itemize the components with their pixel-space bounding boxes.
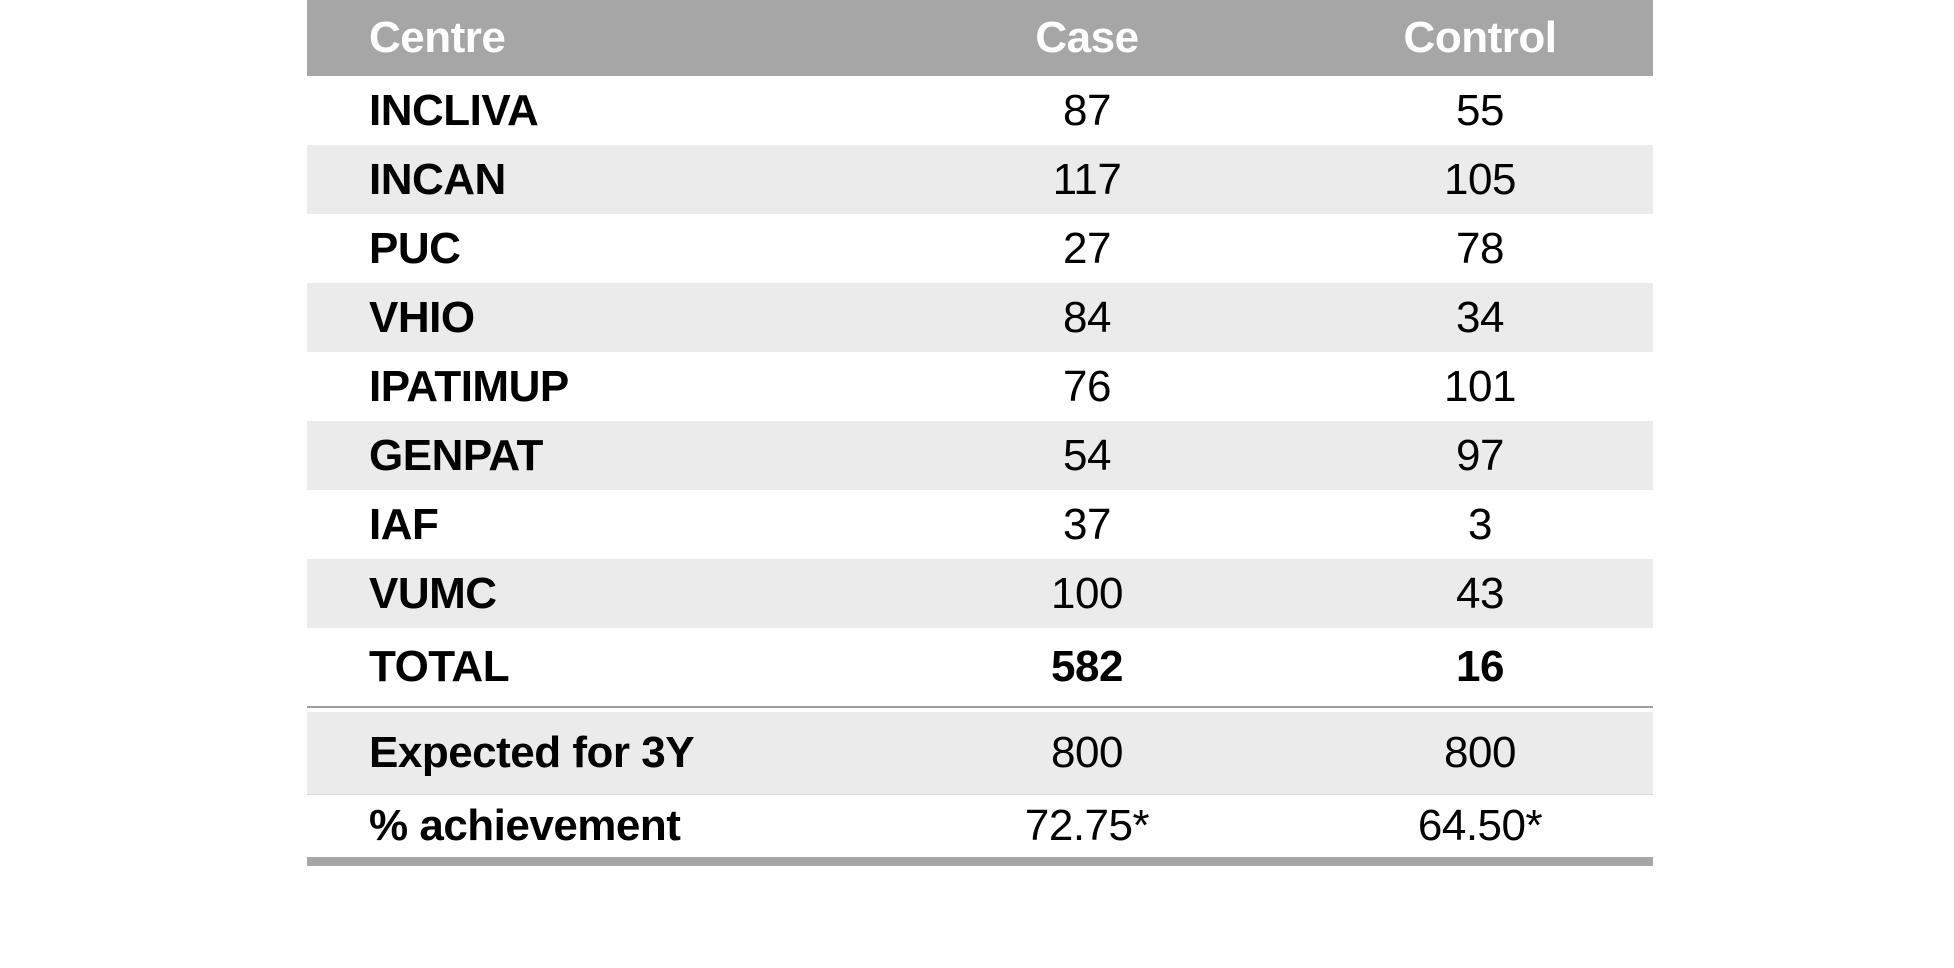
control-value: 3	[1307, 490, 1653, 559]
row-label: TOTAL	[307, 628, 867, 708]
control-value: 97	[1307, 421, 1653, 490]
table-bottom-border-bar	[307, 857, 1653, 866]
table-row: IPATIMUP 76 101	[307, 352, 1653, 421]
case-achievement-value: 72.75*	[867, 795, 1307, 857]
case-value: 84	[867, 283, 1307, 352]
recruitment-table: Centre Case Control INCLIVA 87 55 INCAN …	[307, 0, 1653, 857]
header-row: Centre Case Control	[307, 0, 1653, 76]
column-header-case: Case	[867, 0, 1307, 76]
case-value: 117	[867, 145, 1307, 214]
control-achievement-value: 64.50*	[1307, 795, 1653, 857]
column-header-centre: Centre	[307, 0, 867, 76]
row-label: IPATIMUP	[307, 352, 867, 421]
table-row: VHIO 84 34	[307, 283, 1653, 352]
case-total-value: 582	[867, 628, 1307, 708]
case-value: 87	[867, 76, 1307, 145]
control-value: 101	[1307, 352, 1653, 421]
recruitment-table-container: Centre Case Control INCLIVA 87 55 INCAN …	[307, 0, 1653, 866]
row-label: VUMC	[307, 559, 867, 628]
table-row: PUC 27 78	[307, 214, 1653, 283]
row-label: IAF	[307, 490, 867, 559]
control-total-value: 16	[1307, 628, 1653, 708]
case-value: 100	[867, 559, 1307, 628]
table-row: VUMC 100 43	[307, 559, 1653, 628]
control-value: 105	[1307, 145, 1653, 214]
case-value: 37	[867, 490, 1307, 559]
row-label: INCLIVA	[307, 76, 867, 145]
case-value: 76	[867, 352, 1307, 421]
achievement-row: % achievement 72.75* 64.50*	[307, 795, 1653, 857]
row-label: VHIO	[307, 283, 867, 352]
column-header-control: Control	[1307, 0, 1653, 76]
total-row: TOTAL 582 16	[307, 628, 1653, 708]
row-label: GENPAT	[307, 421, 867, 490]
control-value: 34	[1307, 283, 1653, 352]
row-label: INCAN	[307, 145, 867, 214]
control-expected-value: 800	[1307, 708, 1653, 795]
row-label: Expected for 3Y	[307, 708, 867, 795]
case-expected-value: 800	[867, 708, 1307, 795]
expected-row: Expected for 3Y 800 800	[307, 708, 1653, 795]
row-label: PUC	[307, 214, 867, 283]
case-value: 27	[867, 214, 1307, 283]
row-label: % achievement	[307, 795, 867, 857]
control-value: 55	[1307, 76, 1653, 145]
table-row: IAF 37 3	[307, 490, 1653, 559]
control-value: 43	[1307, 559, 1653, 628]
table-row: INCLIVA 87 55	[307, 76, 1653, 145]
control-value: 78	[1307, 214, 1653, 283]
case-value: 54	[867, 421, 1307, 490]
table-row: INCAN 117 105	[307, 145, 1653, 214]
table-row: GENPAT 54 97	[307, 421, 1653, 490]
